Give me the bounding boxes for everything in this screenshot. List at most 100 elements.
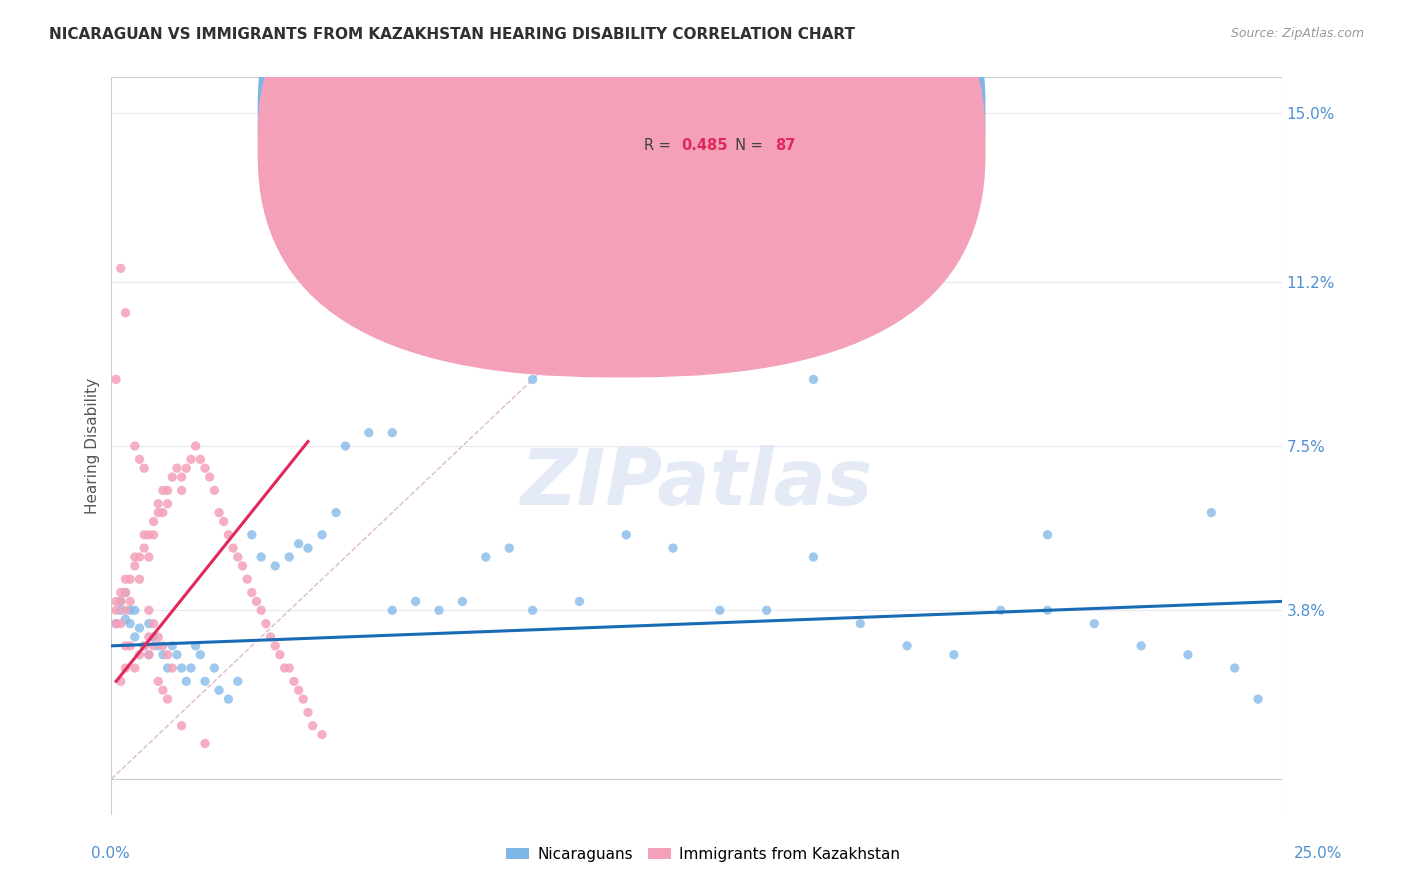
Point [1177, 648, 1199, 662]
Point [138, 549, 160, 564]
Point [212, 515, 235, 529]
Text: 25.0%: 25.0% [1295, 847, 1343, 861]
Point [124, 630, 146, 644]
Point [142, 639, 165, 653]
Point [259, 630, 281, 644]
Point [170, 661, 193, 675]
Point [110, 585, 132, 599]
Point [110, 261, 132, 276]
Point [311, 528, 333, 542]
Point [156, 648, 179, 662]
Point [170, 483, 193, 498]
Point [311, 728, 333, 742]
Point [250, 549, 273, 564]
Point [1247, 692, 1270, 706]
Point [283, 674, 305, 689]
FancyBboxPatch shape [257, 0, 986, 345]
Text: ZIPatlas: ZIPatlas [520, 445, 873, 521]
Point [148, 506, 170, 520]
Legend: Nicaraguans, Immigrants from Kazakhstan: Nicaraguans, Immigrants from Kazakhstan [501, 841, 905, 868]
Point [522, 603, 544, 617]
Point [568, 594, 591, 608]
Point [114, 603, 136, 617]
Point [180, 661, 202, 675]
Point [142, 528, 165, 542]
Point [1223, 661, 1246, 675]
Point [202, 483, 225, 498]
Point [105, 616, 128, 631]
Point [124, 603, 146, 617]
Point [120, 639, 142, 653]
Point [166, 461, 188, 475]
Point [142, 630, 165, 644]
Point [134, 461, 156, 475]
Y-axis label: Hearing Disability: Hearing Disability [86, 378, 100, 514]
Point [662, 350, 685, 364]
Point [240, 585, 263, 599]
Point [124, 439, 146, 453]
Point [278, 549, 301, 564]
Point [297, 706, 319, 720]
Point [142, 616, 165, 631]
Point [134, 541, 156, 555]
Point [755, 603, 778, 617]
Point [269, 648, 291, 662]
Point [245, 594, 267, 608]
Point [162, 639, 184, 653]
Point [124, 549, 146, 564]
Point [134, 639, 156, 653]
Point [128, 572, 150, 586]
Point [184, 639, 207, 653]
Point [287, 683, 309, 698]
Point [110, 616, 132, 631]
Point [990, 603, 1012, 617]
Point [335, 439, 357, 453]
Point [134, 528, 156, 542]
Point [942, 648, 965, 662]
Point [105, 372, 128, 386]
Point [194, 461, 217, 475]
Point [405, 594, 427, 608]
Point [142, 515, 165, 529]
Point [208, 683, 231, 698]
Point [803, 549, 825, 564]
Point [297, 541, 319, 555]
Point [114, 585, 136, 599]
Point [162, 661, 184, 675]
Point [114, 585, 136, 599]
Point [110, 674, 132, 689]
Point [138, 528, 160, 542]
Point [124, 661, 146, 675]
Text: 0.0%: 0.0% [91, 847, 131, 861]
Text: 87: 87 [775, 137, 796, 153]
Point [110, 594, 132, 608]
Point [114, 612, 136, 626]
Text: 0.150: 0.150 [682, 105, 728, 120]
Point [114, 572, 136, 586]
Point [162, 470, 184, 484]
Point [114, 661, 136, 675]
Point [120, 594, 142, 608]
Point [180, 452, 202, 467]
Point [188, 648, 211, 662]
Text: Source: ZipAtlas.com: Source: ZipAtlas.com [1230, 27, 1364, 40]
Point [105, 603, 128, 617]
Point [451, 594, 474, 608]
Point [120, 603, 142, 617]
FancyBboxPatch shape [585, 83, 860, 177]
Text: 68: 68 [775, 105, 796, 120]
Point [110, 603, 132, 617]
Point [198, 470, 221, 484]
Text: R =: R = [644, 105, 675, 120]
Point [278, 661, 301, 675]
Point [236, 572, 259, 586]
Point [188, 452, 211, 467]
Point [128, 549, 150, 564]
Point [208, 506, 231, 520]
Point [194, 737, 217, 751]
Point [148, 639, 170, 653]
Point [128, 621, 150, 635]
Point [264, 639, 287, 653]
Point [105, 616, 128, 631]
Point [709, 603, 731, 617]
